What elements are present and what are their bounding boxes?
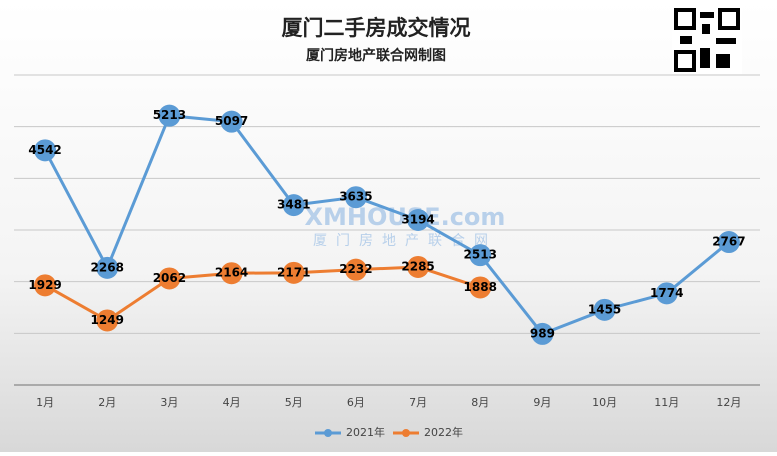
x-tick-label: 6月 xyxy=(347,396,365,409)
marker xyxy=(220,110,243,133)
data-label: 2268 xyxy=(91,260,124,274)
marker xyxy=(469,244,492,267)
x-tick-label: 5月 xyxy=(285,396,303,409)
data-label: 2767 xyxy=(712,235,745,249)
x-tick-label: 12月 xyxy=(716,396,741,409)
marker xyxy=(34,274,57,297)
data-label: 1249 xyxy=(91,313,124,327)
x-tick-label: 2月 xyxy=(98,396,116,409)
legend-marker xyxy=(402,429,410,437)
marker xyxy=(158,104,181,127)
marker xyxy=(407,255,430,278)
x-tick-label: 3月 xyxy=(160,396,178,409)
marker xyxy=(344,258,367,281)
data-label: 3194 xyxy=(401,212,434,226)
data-label: 5097 xyxy=(215,114,248,128)
x-tick-label: 9月 xyxy=(533,396,551,409)
marker xyxy=(158,267,181,290)
marker xyxy=(96,256,119,279)
marker xyxy=(96,309,119,332)
data-label: 1888 xyxy=(464,280,497,294)
marker xyxy=(531,322,554,345)
data-label: 1455 xyxy=(588,302,621,316)
chart-title: 厦门二手房成交情况 xyxy=(282,16,471,40)
data-label: 2285 xyxy=(401,259,434,273)
data-label: 3481 xyxy=(277,198,310,212)
marker xyxy=(282,261,305,284)
x-tick-label: 7月 xyxy=(409,396,427,409)
watermark: 厦门房地产联合网 xyxy=(313,233,497,249)
data-label: 4542 xyxy=(28,143,61,157)
marker xyxy=(655,282,678,305)
data-label: 2171 xyxy=(277,265,310,279)
data-label: 2513 xyxy=(464,248,497,262)
marker xyxy=(282,194,305,217)
data-label: 5213 xyxy=(153,108,186,122)
data-label: 1929 xyxy=(28,278,61,292)
x-tick-label: 4月 xyxy=(223,396,241,409)
marker xyxy=(220,262,243,285)
legend-label: 2021年 xyxy=(346,425,385,439)
data-label: 1774 xyxy=(650,286,683,300)
qr-code xyxy=(672,6,742,74)
legend-label: 2022年 xyxy=(424,425,463,439)
chart-subtitle: 厦门房地产联合网制图 xyxy=(306,47,446,64)
marker xyxy=(344,186,367,209)
x-tick-label: 8月 xyxy=(471,396,489,409)
x-tick-label: 1月 xyxy=(36,396,54,409)
watermark: XMHOUSE.com xyxy=(305,203,506,231)
marker xyxy=(593,298,616,321)
marker xyxy=(34,139,57,162)
legend-marker xyxy=(324,429,332,437)
x-tick-label: 10月 xyxy=(592,396,617,409)
marker xyxy=(407,208,430,231)
data-label: 3635 xyxy=(339,190,372,204)
marker xyxy=(469,276,492,299)
data-label: 2062 xyxy=(153,271,186,285)
data-label: 2232 xyxy=(339,262,372,276)
x-tick-label: 11月 xyxy=(654,396,679,409)
marker xyxy=(717,231,740,254)
data-label: 989 xyxy=(530,326,555,340)
data-label: 2164 xyxy=(215,266,248,280)
